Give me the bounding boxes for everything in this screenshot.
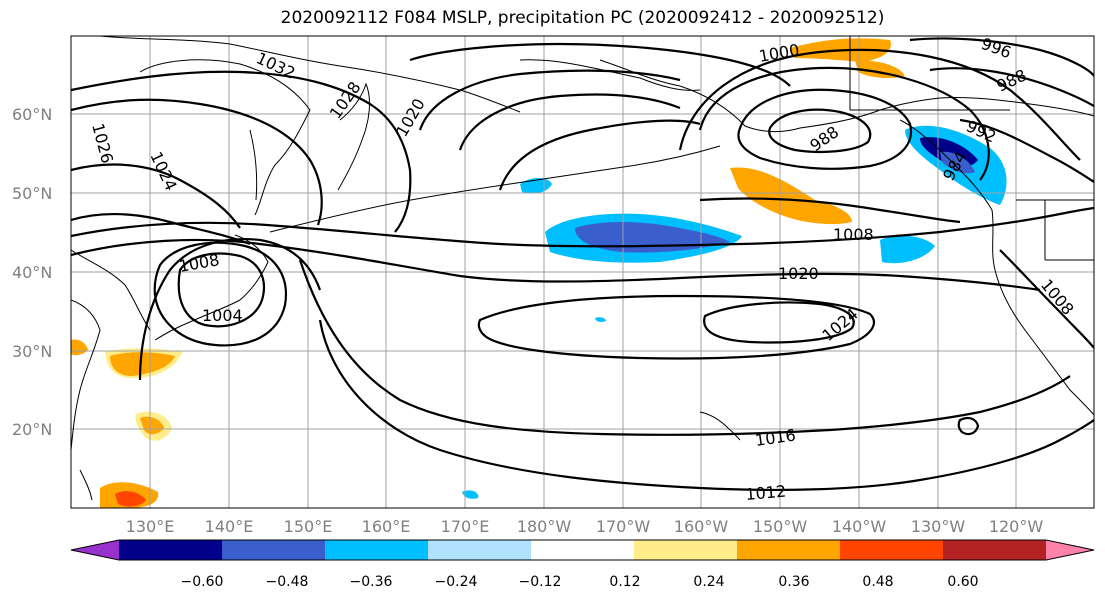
contour-label-1004: 1004 bbox=[202, 306, 243, 325]
lat-label-20n: 20°N bbox=[12, 420, 52, 439]
colorbar-segment bbox=[119, 540, 223, 560]
colorbar bbox=[70, 539, 1095, 561]
map-title: 2020092112 F084 MSLP, precipitation PC (… bbox=[280, 8, 885, 28]
colorbar-tick-label: 0.24 bbox=[693, 574, 724, 590]
colorbar-tick-label: −0.60 bbox=[181, 574, 224, 590]
lon-label-160e: 160°E bbox=[362, 517, 411, 536]
colorbar-segment bbox=[634, 540, 738, 560]
map-border bbox=[70, 35, 1095, 509]
colorbar-tick-label: −0.48 bbox=[266, 574, 309, 590]
colorbar-tick-label: −0.12 bbox=[519, 574, 562, 590]
coastlines bbox=[71, 36, 1094, 501]
lat-label-50n: 50°N bbox=[12, 184, 52, 203]
contour-label-1012: 1012 bbox=[745, 482, 787, 504]
colorbar-segment bbox=[840, 540, 944, 560]
latitude-labels: 60°N 50°N 40°N 30°N 20°N bbox=[12, 105, 52, 439]
contour-label-1008-center: 1008 bbox=[833, 225, 874, 244]
graticule bbox=[71, 36, 1094, 508]
colorbar-segment bbox=[325, 540, 429, 560]
lat-label-30n: 30°N bbox=[12, 342, 52, 361]
lon-label-170e: 170°E bbox=[441, 517, 490, 536]
lon-label-150e: 150°E bbox=[284, 517, 333, 536]
lon-label-120w: 120°W bbox=[989, 517, 1044, 536]
lon-label-140w: 140°W bbox=[832, 517, 887, 536]
lon-label-140e: 140°E bbox=[205, 517, 254, 536]
colorbar-tick-label: −0.36 bbox=[350, 574, 393, 590]
colorbar-tick-label: 0.12 bbox=[609, 574, 640, 590]
colorbar-segment bbox=[737, 540, 841, 560]
lon-label-150w: 150°W bbox=[753, 517, 808, 536]
colorbar-outline bbox=[70, 539, 1095, 561]
colorbar-segment bbox=[71, 540, 119, 560]
colorbar-segment bbox=[1046, 540, 1094, 560]
lon-label-170w: 170°W bbox=[596, 517, 651, 536]
lon-label-130e: 130°E bbox=[126, 517, 175, 536]
colorbar-tick-label: 0.36 bbox=[778, 574, 809, 590]
longitude-labels: 130°E 140°E 150°E 160°E 170°E 180°W 170°… bbox=[126, 517, 1044, 536]
lon-label-180w: 180°W bbox=[517, 517, 572, 536]
colorbar-segment bbox=[222, 540, 326, 560]
colorbar-tick-label: −0.24 bbox=[435, 574, 478, 590]
colorbar-tick-label: 0.60 bbox=[947, 574, 978, 590]
mslp-contours bbox=[71, 37, 1094, 492]
colorbar-segment bbox=[943, 540, 1047, 560]
colorbar-tick-label: 0.48 bbox=[862, 574, 893, 590]
colorbar-labels: −0.60 −0.48 −0.36 −0.24 −0.12 0.12 0.24 … bbox=[181, 574, 979, 590]
colorbar-segment bbox=[531, 540, 635, 560]
contour-label-1020-center: 1020 bbox=[778, 264, 819, 283]
lon-label-160w: 160°W bbox=[674, 517, 729, 536]
colorbar-segment bbox=[428, 540, 532, 560]
lon-label-130w: 130°W bbox=[911, 517, 966, 536]
lat-label-60n: 60°N bbox=[12, 105, 52, 124]
lat-label-40n: 40°N bbox=[12, 263, 52, 282]
